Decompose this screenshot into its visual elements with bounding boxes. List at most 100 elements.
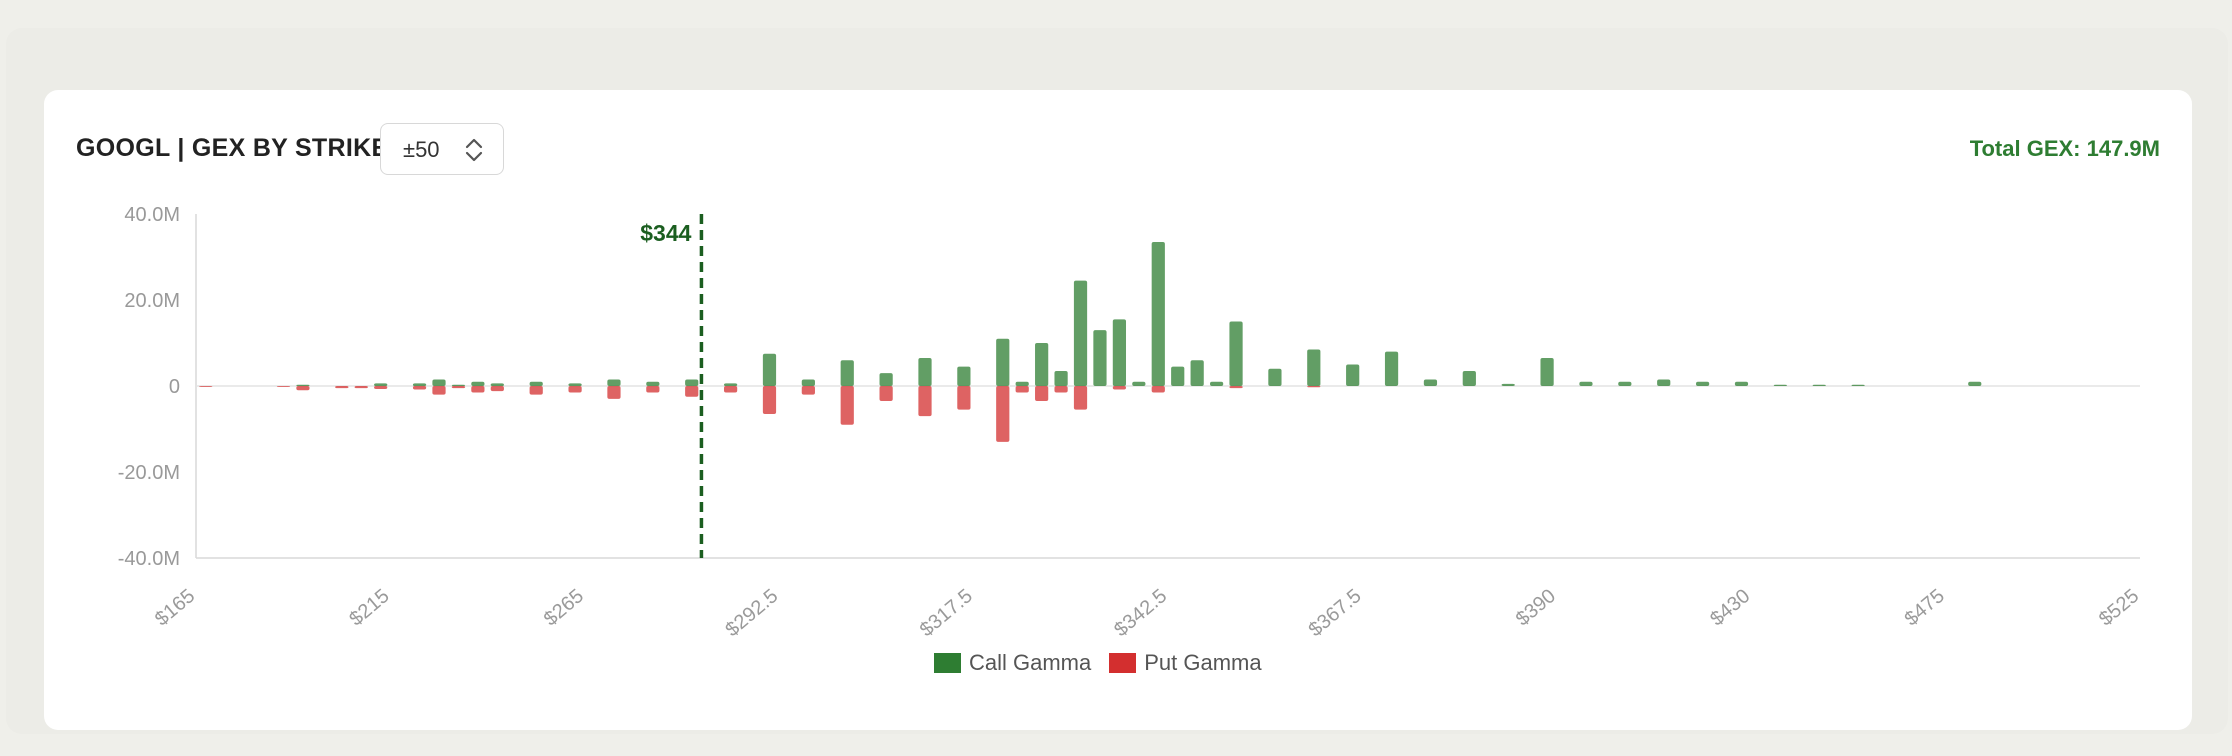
call-gamma-bar bbox=[646, 381, 660, 386]
call-gamma-bar bbox=[1229, 321, 1243, 386]
legend-put-gamma[interactable]: Put Gamma bbox=[1109, 650, 1262, 676]
put-gamma-bar bbox=[801, 386, 815, 395]
x-tick-label: $317.5 bbox=[916, 585, 977, 641]
call-gamma-bar bbox=[1773, 384, 1787, 386]
legend-put-label: Put Gamma bbox=[1144, 650, 1262, 675]
call-gamma-bar bbox=[685, 379, 699, 386]
legend-call-label: Call Gamma bbox=[969, 650, 1092, 675]
call-gamma-bar bbox=[1112, 319, 1127, 386]
put-gamma-bar bbox=[607, 386, 621, 399]
call-gamma-bar bbox=[1054, 370, 1068, 386]
put-gamma-bar bbox=[374, 386, 388, 390]
call-gamma-bar bbox=[607, 379, 621, 386]
call-gamma-bar bbox=[1462, 370, 1476, 386]
put-gamma-bar bbox=[685, 386, 699, 397]
call-gamma-bar bbox=[471, 381, 485, 386]
put-gamma-bar bbox=[840, 386, 854, 425]
x-tick-label: $215 bbox=[345, 585, 393, 630]
call-gamma-bar bbox=[529, 381, 543, 386]
call-gamma-bar bbox=[1540, 358, 1554, 386]
put-gamma-bar bbox=[490, 386, 504, 392]
call-gamma-bar bbox=[1695, 381, 1710, 386]
strike-range-value: ±50 bbox=[403, 137, 440, 162]
x-tick-label: $342.5 bbox=[1110, 585, 1171, 641]
y-tick-label: 40.0M bbox=[124, 204, 180, 226]
call-gamma-bar bbox=[374, 383, 388, 386]
put-gamma-bar bbox=[335, 386, 349, 389]
call-gamma-bar bbox=[1151, 241, 1165, 386]
put-gamma-bar bbox=[276, 386, 291, 387]
put-gamma-bar bbox=[1054, 386, 1068, 393]
call-gamma-bar bbox=[1073, 280, 1088, 386]
chart-legend: Call Gamma Put Gamma bbox=[934, 650, 1262, 676]
put-gamma-bar bbox=[432, 386, 446, 395]
strike-range-select[interactable]: ±50 bbox=[380, 123, 504, 175]
put-gamma-bar bbox=[1307, 386, 1321, 388]
call-gamma-bar bbox=[568, 383, 582, 386]
gex-bar-chart: 40.0M 20.0M 0 -20.0M -40.0M $344 $165 $215 $265 $… bbox=[118, 204, 2143, 641]
call-gamma-bar bbox=[840, 360, 854, 386]
call-gamma-bar bbox=[879, 373, 893, 386]
put-gamma-bar bbox=[1112, 386, 1127, 390]
total-gex: Total GEX: 147.9M bbox=[1969, 136, 2160, 161]
call-gamma-bar bbox=[1657, 379, 1671, 386]
put-gamma-bar bbox=[1015, 386, 1029, 393]
x-tick-label: $525 bbox=[2095, 585, 2143, 630]
call-gamma-bar bbox=[1190, 360, 1204, 386]
call-gamma-bar bbox=[1035, 343, 1049, 386]
call-gamma-bar bbox=[918, 358, 932, 386]
call-gamma-bar bbox=[762, 353, 777, 386]
x-tick-label: $292.5 bbox=[721, 585, 782, 641]
x-tick-label: $367.5 bbox=[1305, 585, 1366, 641]
put-gamma-bar bbox=[568, 386, 582, 393]
y-tick-label: -40.0M bbox=[118, 548, 180, 570]
put-gamma-bar bbox=[412, 386, 427, 390]
put-gamma-bar bbox=[879, 386, 893, 402]
call-gamma-bar bbox=[432, 379, 446, 386]
y-tick-label: 20.0M bbox=[124, 290, 180, 312]
call-gamma-bar bbox=[996, 338, 1010, 386]
put-gamma-bar bbox=[762, 386, 777, 414]
put-gamma-bar bbox=[1073, 386, 1088, 410]
x-tick-label: $430 bbox=[1706, 585, 1754, 630]
x-tick-label: $475 bbox=[1901, 585, 1949, 630]
spot-price-label: $344 bbox=[640, 220, 691, 246]
call-gamma-bar bbox=[451, 384, 466, 386]
put-gamma-bar bbox=[199, 386, 213, 387]
call-gamma-bar bbox=[801, 379, 815, 386]
put-gamma-bar bbox=[1035, 386, 1049, 402]
x-tick-label: $165 bbox=[151, 585, 199, 630]
call-gamma-bar bbox=[412, 383, 427, 386]
call-gamma-bar bbox=[957, 366, 971, 386]
call-gamma-bar bbox=[1015, 381, 1029, 386]
put-gamma-bar bbox=[354, 386, 368, 389]
put-gamma-bar bbox=[451, 386, 466, 389]
call-gamma-bar bbox=[1851, 384, 1865, 386]
put-gamma-swatch bbox=[1109, 653, 1137, 673]
put-gamma-bar bbox=[1151, 386, 1165, 393]
put-gamma-bar bbox=[296, 386, 310, 391]
x-tick-label: $265 bbox=[540, 585, 588, 630]
call-gamma-bar bbox=[1171, 366, 1185, 386]
call-gamma-bar bbox=[1734, 381, 1749, 386]
call-gamma-bar bbox=[1501, 383, 1515, 386]
y-tick-label: 0 bbox=[169, 376, 180, 398]
call-gamma-bar bbox=[1968, 381, 1982, 386]
panel-background: GOOGL | GEX BY STRIKE ±50 Total GEX: 147… bbox=[6, 28, 2228, 734]
call-gamma-bar bbox=[1812, 384, 1826, 386]
put-gamma-bar bbox=[918, 386, 932, 417]
put-gamma-bar bbox=[723, 386, 738, 393]
put-gamma-bar bbox=[529, 386, 543, 395]
put-gamma-bar bbox=[471, 386, 485, 393]
call-gamma-bar bbox=[723, 383, 738, 386]
call-gamma-bar bbox=[1579, 381, 1593, 386]
call-gamma-bar bbox=[1209, 381, 1224, 386]
x-tick-label: $390 bbox=[1512, 585, 1560, 630]
call-gamma-bar bbox=[1384, 351, 1399, 386]
chart-title: GOOGL | GEX BY STRIKE bbox=[76, 134, 389, 162]
put-gamma-bar bbox=[646, 386, 660, 393]
call-gamma-swatch bbox=[934, 653, 961, 673]
legend-call-gamma[interactable]: Call Gamma bbox=[934, 650, 1091, 676]
put-gamma-bar bbox=[1229, 386, 1243, 389]
call-gamma-bar bbox=[1268, 368, 1282, 386]
